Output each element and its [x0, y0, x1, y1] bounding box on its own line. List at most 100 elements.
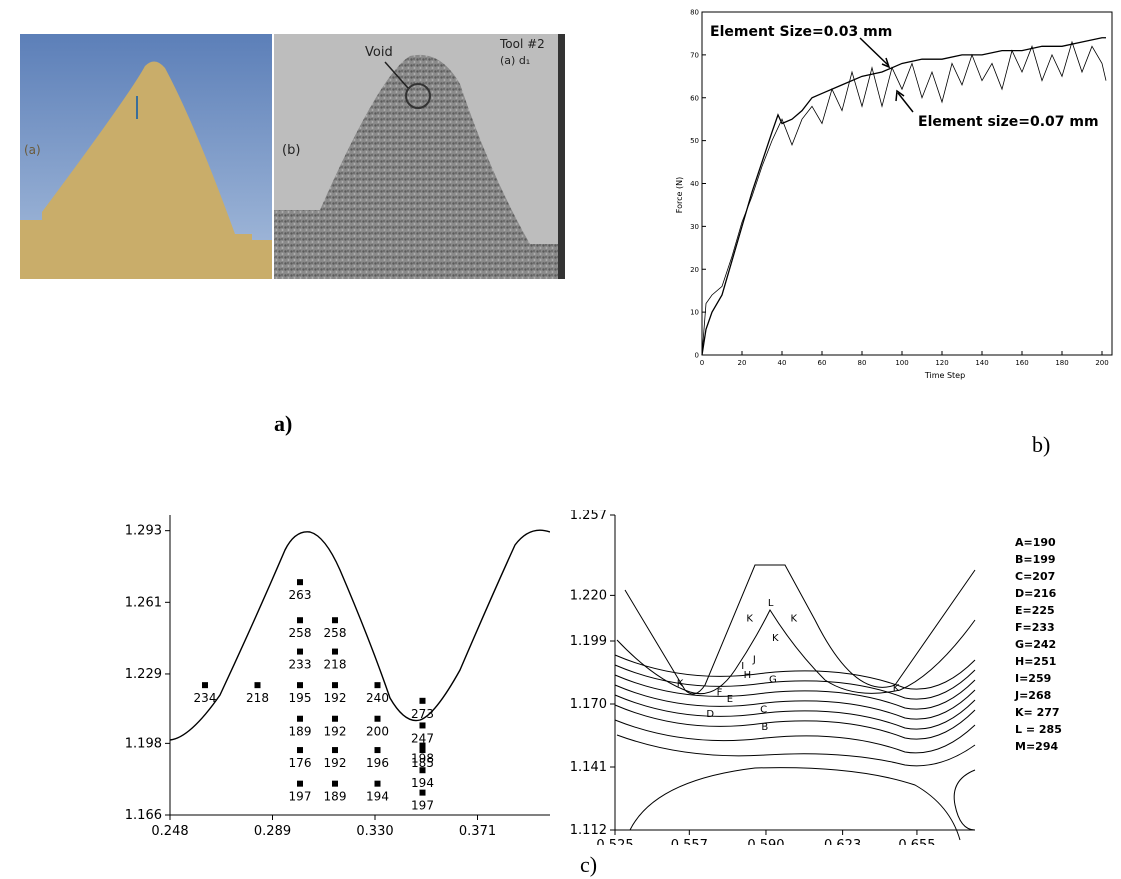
contour-label: D: [706, 709, 714, 720]
x-tick-label: 140: [975, 359, 988, 367]
temperature-point: [374, 780, 381, 787]
y-tick-label: 1.257: [570, 510, 607, 523]
y-tick-label: 10: [690, 309, 699, 317]
temperature-point: [419, 789, 426, 796]
temperature-point: [419, 742, 426, 749]
y-tick-label: 20: [690, 266, 699, 274]
temperature-point-label: 192: [324, 756, 347, 770]
y-tick-label: 1.166: [125, 808, 162, 823]
temperature-point: [332, 682, 338, 689]
force-chart-series: [701, 37, 1107, 356]
x-tick-label: 0.289: [254, 824, 291, 839]
temperature-point: [332, 617, 338, 624]
temperature-point-label: 189: [289, 725, 312, 739]
x-tick-label: 40: [778, 359, 787, 367]
x-tick-label: 80: [858, 359, 867, 367]
temperature-point-label: 247: [411, 731, 434, 745]
temperature-point-label: 240: [366, 691, 389, 705]
legend-entry: L = 285: [1015, 723, 1062, 736]
temperature-point: [374, 747, 381, 754]
temperature-point: [332, 780, 338, 787]
y-tick-label: 40: [690, 180, 699, 188]
x-tick-label: 200: [1095, 359, 1108, 367]
y-tick-label: 0: [695, 352, 699, 360]
x-tick-label: 0.248: [151, 824, 188, 839]
contour-label: K: [677, 679, 684, 690]
x-tick-label: 160: [1015, 359, 1028, 367]
x-tick-label: 0.655: [898, 838, 935, 845]
legend-entry: B=199: [1015, 553, 1056, 566]
x-tick-label: 120: [935, 359, 948, 367]
x-tick-label: 0.590: [747, 838, 784, 845]
legend-entry: E=225: [1015, 604, 1055, 617]
contour-label: H: [744, 670, 752, 681]
temperature-point: [374, 682, 381, 689]
legend-entry: A=190: [1015, 536, 1056, 549]
force-time-chart: 0 20 40 60 80 100 120 140 160 180 200 0 10 20 30 40 50 60…: [675, 9, 1113, 380]
points-plot-markers: 263 258 258 233 218 234 218 195 192 240 273 189 192 2…: [194, 579, 434, 813]
contour-plot-axes: 0.525 0.557 0.590 0.623 0.655 1.112 1.141 1.170…: [570, 510, 975, 845]
contour-label: K: [893, 683, 900, 694]
legend-entry: C=207: [1015, 570, 1055, 583]
y-tick-label: 30: [690, 223, 699, 231]
temperature-point: [297, 579, 303, 586]
legend-entry: D=216: [1015, 587, 1057, 600]
annotation-fine-mesh: Element Size=0.03 mm: [710, 24, 892, 40]
temperature-point: [297, 780, 303, 787]
contour-label: K: [791, 613, 798, 624]
temperature-point-label: 258: [324, 626, 347, 640]
temperature-point: [202, 682, 208, 689]
contour-label: F: [717, 687, 723, 698]
temperature-point: [332, 715, 338, 722]
legend-entry: I=259: [1015, 672, 1051, 685]
temperature-point-label: 234: [194, 691, 217, 705]
temperature-point-label: 194: [366, 790, 389, 804]
x-tick-label: 0: [700, 359, 704, 367]
temperature-point: [419, 767, 426, 774]
tool-label: Tool #2: [499, 37, 545, 51]
temperature-points-plot: 0.248 0.289 0.330 0.371 1.166 1.198 1.229 1.261…: [125, 515, 550, 839]
contour-label: B: [761, 722, 768, 733]
void-label: Void: [365, 45, 393, 60]
temperature-point-label: 192: [324, 691, 347, 705]
y-tick-label: 70: [690, 51, 699, 59]
force-series-line-1: [701, 37, 1106, 356]
temperature-point: [332, 648, 338, 655]
temperature-point-label: 198: [411, 752, 434, 766]
temperature-point-label: 263: [289, 588, 312, 602]
temperature-point: [419, 747, 426, 754]
y-tick-label: 1.198: [125, 736, 162, 751]
force-chart-axes: 0 20 40 60 80 100 120 140 160 180 200 0 10 20 30 40 50 60…: [690, 9, 1113, 367]
y-tick-label: 1.293: [125, 524, 162, 539]
points-plot-axes: 0.248 0.289 0.330 0.371 1.166 1.198 1.229 1.261…: [125, 515, 550, 839]
y-tick-label: 1.170: [570, 697, 607, 712]
annotation-coarse-mesh: Element size=0.07 mm: [918, 114, 1099, 130]
y-tick-label: 1.112: [570, 823, 607, 838]
legend-entry: M=294: [1015, 740, 1058, 753]
tool-profile-curve: [169, 529, 550, 741]
temperature-point: [332, 747, 338, 754]
temperature-point-label: 258: [289, 626, 312, 640]
x-tick-label: 180: [1055, 359, 1068, 367]
force-chart-xlabel: Time Step: [924, 371, 965, 380]
figure-label-a: a): [274, 411, 293, 436]
temperature-point: [374, 715, 381, 722]
legend-entry: K= 277: [1015, 706, 1060, 719]
y-tick-label: 60: [690, 94, 699, 102]
temperature-point: [254, 682, 261, 689]
temperature-point-label: 197: [411, 799, 434, 813]
temperature-point: [297, 648, 303, 655]
y-tick-label: 80: [690, 9, 699, 17]
panel-a-images: (a) Void Tool #2 (a) d₁ (b): [20, 34, 565, 279]
contour-label: K: [772, 633, 779, 644]
legend-entry: J=268: [1014, 689, 1051, 702]
y-tick-label: 1.199: [570, 634, 607, 649]
temperature-point: [419, 722, 426, 729]
tool-sub-label: (a) d₁: [500, 54, 530, 67]
temperature-point-label: 273: [411, 707, 434, 721]
temperature-point-label: 200: [366, 725, 389, 739]
y-tick-label: 1.220: [570, 588, 607, 603]
figure-label-b: b): [1032, 432, 1051, 457]
legend-entry: H=251: [1015, 655, 1056, 668]
x-tick-label: 0.623: [824, 838, 861, 845]
